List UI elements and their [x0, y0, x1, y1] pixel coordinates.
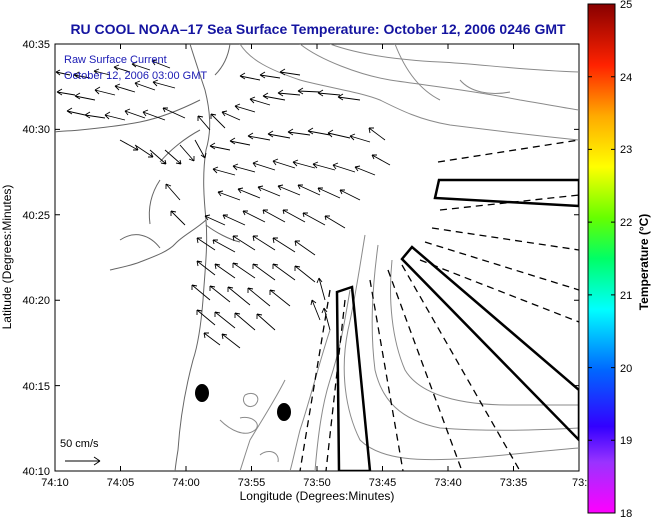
y-tick-label: 40:20: [22, 295, 50, 307]
y-tick-label: 40:15: [22, 381, 50, 393]
legend-line-2: October 12, 2006 03:00 GMT: [64, 70, 207, 82]
y-axis-label: Latitude (Degrees:Minutes): [0, 185, 14, 330]
x-tick-label: 73:35: [500, 477, 528, 489]
plot-area: [54, 43, 580, 472]
x-axis-label: Longitude (Degrees:Minutes): [240, 489, 395, 503]
colorbar-tick-label: 19: [620, 435, 632, 447]
colorbar-tick-label: 23: [620, 144, 632, 156]
y-tick-label: 40:30: [22, 124, 50, 136]
colorbar-label: Temperature (°C): [637, 214, 651, 311]
figure-title: RU COOL NOAA–17 Sea Surface Temperature:…: [70, 21, 566, 37]
colorbar-tick-label: 25: [620, 0, 632, 11]
x-tick-label: 74:10: [41, 477, 69, 489]
scale-arrow: [65, 456, 101, 466]
x-tick-label: 73:50: [303, 477, 331, 489]
current-vector-field: [55, 59, 391, 349]
x-axis-ticks: [54, 44, 580, 471]
x-tick-label: 74:05: [107, 477, 135, 489]
x-tick-label: 73:40: [434, 477, 462, 489]
x-tick-label: 74:00: [172, 477, 200, 489]
colorbar-tick-label: 24: [620, 72, 632, 84]
colorbar-tick-label: 22: [620, 217, 632, 229]
y-axis-ticks: [55, 43, 579, 472]
coastline: [55, 44, 241, 471]
radar-coverage-lines: [299, 139, 579, 471]
x-tick-labels: 74:10 74:05 74:00 73:55 73:50 73:45 73:4…: [41, 477, 593, 489]
colorbar-tick-label: 21: [620, 290, 632, 302]
x-tick-label: 73:55: [238, 477, 266, 489]
colorbar-tick-label: 18: [620, 508, 632, 518]
transect-boxes: [335, 178, 579, 471]
y-tick-label: 40:35: [22, 39, 50, 51]
station-marker: [195, 384, 209, 402]
y-tick-labels: 40:35 40:30 40:25 40:20 40:15 40:10: [22, 39, 50, 478]
y-tick-label: 40:10: [22, 466, 50, 478]
colorbar-ticks: [588, 76, 615, 441]
x-tick-label: 73:45: [369, 477, 397, 489]
legend-line-1: Raw Surface Current: [64, 54, 167, 66]
colorbar-tick-labels: 25 24 23 22 21 20 19 18: [620, 0, 632, 518]
station-marker: [277, 403, 291, 421]
colorbar: [587, 3, 616, 514]
scale-label: 50 cm/s: [60, 438, 99, 450]
colorbar-tick-label: 20: [620, 363, 632, 375]
y-tick-label: 40:25: [22, 210, 50, 222]
